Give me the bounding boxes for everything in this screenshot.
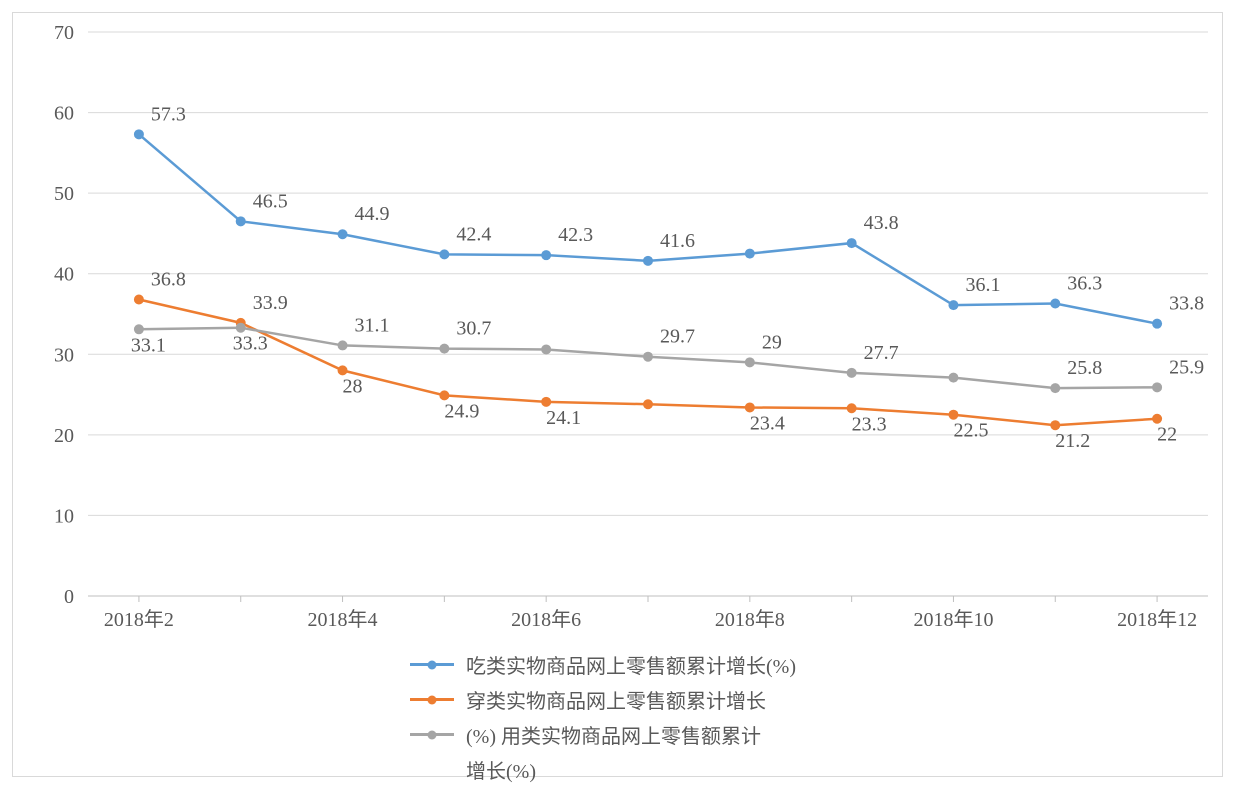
y-tick-label: 50 bbox=[54, 183, 74, 205]
data-label: 29.7 bbox=[660, 326, 695, 348]
x-tick-label: 2018年4 bbox=[308, 608, 378, 631]
data-marker bbox=[745, 249, 755, 259]
data-label: 23.4 bbox=[750, 412, 785, 434]
data-label: 44.9 bbox=[355, 203, 390, 225]
data-marker bbox=[1152, 382, 1162, 392]
data-marker bbox=[541, 250, 551, 260]
data-marker bbox=[338, 365, 348, 375]
data-label: 46.5 bbox=[253, 190, 288, 212]
legend-marker bbox=[428, 695, 437, 704]
legend-marker bbox=[428, 660, 437, 669]
data-marker bbox=[338, 229, 348, 239]
data-marker bbox=[1152, 319, 1162, 329]
legend-swatch bbox=[410, 733, 454, 736]
data-marker bbox=[847, 238, 857, 248]
y-tick-label: 70 bbox=[54, 22, 74, 44]
data-label: 43.8 bbox=[864, 212, 899, 234]
data-label: 36.3 bbox=[1067, 273, 1102, 295]
y-tick-label: 20 bbox=[54, 425, 74, 447]
data-label: 24.1 bbox=[546, 407, 581, 429]
data-marker bbox=[1152, 414, 1162, 424]
x-tick-label: 2018年10 bbox=[913, 608, 993, 631]
data-marker bbox=[541, 397, 551, 407]
legend: 吃类实物商品网上零售额累计增长(%) 穿类实物商品网上零售额累计增长 (%) 用类实… bbox=[410, 650, 796, 790]
y-tick-label: 60 bbox=[54, 103, 74, 125]
data-label: 21.2 bbox=[1055, 430, 1090, 452]
x-tick-label: 2018年2 bbox=[104, 608, 174, 631]
data-label: 25.8 bbox=[1067, 357, 1102, 379]
x-tick-label: 2018年8 bbox=[715, 608, 785, 631]
data-marker bbox=[541, 344, 551, 354]
legend-marker bbox=[428, 730, 437, 739]
data-label: 31.1 bbox=[355, 314, 390, 336]
data-label: 33.9 bbox=[253, 292, 288, 314]
data-label: 42.4 bbox=[456, 223, 491, 245]
data-label: 25.9 bbox=[1169, 356, 1204, 378]
legend-label: 穿类实物商品网上零售额累计增长 bbox=[466, 685, 766, 714]
data-marker bbox=[1050, 299, 1060, 309]
data-marker bbox=[948, 373, 958, 383]
data-label: 57.3 bbox=[151, 103, 186, 125]
data-marker bbox=[1050, 383, 1060, 393]
data-label: 33.8 bbox=[1169, 293, 1204, 315]
legend-item: 穿类实物商品网上零售额累计增长 bbox=[410, 685, 796, 714]
y-tick-label: 10 bbox=[54, 505, 74, 527]
data-marker bbox=[134, 294, 144, 304]
data-label: 29 bbox=[762, 331, 782, 353]
data-marker bbox=[338, 340, 348, 350]
data-label: 36.8 bbox=[151, 268, 186, 290]
data-marker bbox=[134, 324, 144, 334]
data-marker bbox=[643, 352, 653, 362]
data-marker bbox=[236, 216, 246, 226]
chart-container: 0 10 20 30 40 50 60 70 2018年2 2018年4 2018年6 2018年8 2… bbox=[12, 12, 1223, 777]
x-tick-label: 2018年12 bbox=[1117, 608, 1197, 631]
data-marker bbox=[439, 344, 449, 354]
legend-swatch bbox=[410, 698, 454, 701]
data-label: 28 bbox=[343, 375, 363, 397]
legend-label: 吃类实物商品网上零售额累计增长(%) bbox=[466, 650, 796, 679]
data-label: 33.3 bbox=[233, 333, 268, 355]
data-label: 22.5 bbox=[953, 420, 988, 442]
legend-item: 吃类实物商品网上零售额累计增长(%) bbox=[410, 650, 796, 679]
data-label: 22 bbox=[1157, 424, 1177, 446]
legend-item: 增长(%) bbox=[410, 755, 796, 784]
data-label: 30.7 bbox=[456, 318, 491, 340]
y-tick-label: 0 bbox=[64, 586, 74, 608]
data-label: 33.1 bbox=[131, 334, 166, 356]
data-marker bbox=[134, 129, 144, 139]
data-marker bbox=[745, 402, 755, 412]
data-label: 27.7 bbox=[864, 342, 899, 364]
data-label: 23.3 bbox=[852, 413, 887, 435]
data-label: 42.3 bbox=[558, 224, 593, 246]
data-marker bbox=[439, 249, 449, 259]
data-marker bbox=[948, 300, 958, 310]
data-marker bbox=[1050, 420, 1060, 430]
data-marker bbox=[643, 256, 653, 266]
data-marker bbox=[847, 403, 857, 413]
legend-item: (%) 用类实物商品网上零售额累计 bbox=[410, 720, 796, 749]
data-marker bbox=[236, 323, 246, 333]
data-marker bbox=[643, 399, 653, 409]
y-tick-label: 40 bbox=[54, 264, 74, 286]
series-line bbox=[139, 134, 1157, 323]
data-label: 36.1 bbox=[965, 274, 1000, 296]
legend-swatch bbox=[410, 663, 454, 666]
data-marker bbox=[439, 390, 449, 400]
x-tick-label: 2018年6 bbox=[511, 608, 581, 631]
data-label: 24.9 bbox=[444, 400, 479, 422]
data-marker bbox=[948, 410, 958, 420]
data-label: 41.6 bbox=[660, 230, 695, 252]
y-tick-label: 30 bbox=[54, 344, 74, 366]
legend-label: (%) 用类实物商品网上零售额累计 bbox=[466, 720, 761, 749]
legend-label: 增长(%) bbox=[466, 755, 536, 784]
data-marker bbox=[847, 368, 857, 378]
data-marker bbox=[745, 357, 755, 367]
